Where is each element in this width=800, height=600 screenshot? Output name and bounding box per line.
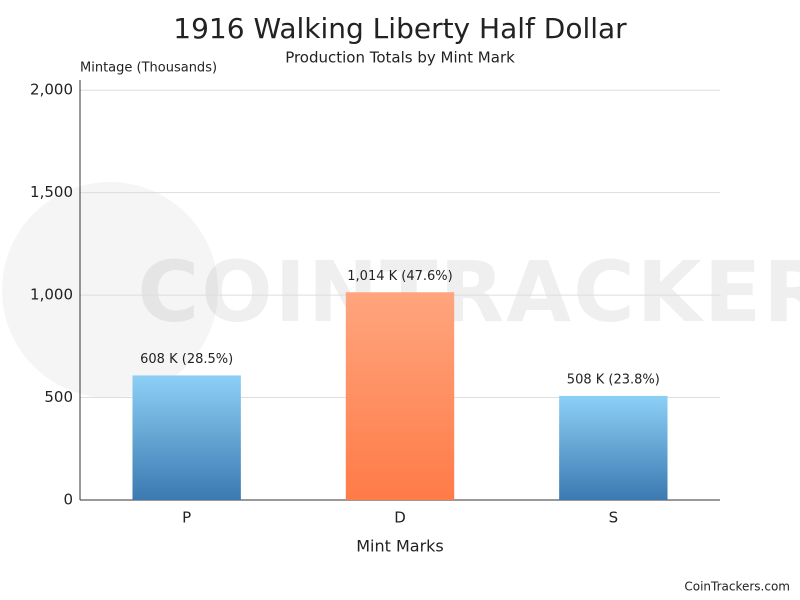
y-axis-title: Mintage (Thousands) [80, 61, 217, 76]
x-axis-title: Mint Marks [356, 537, 444, 556]
value-label: 608 K (28.5%) [140, 352, 233, 367]
chart-subtitle: Production Totals by Mint Mark [285, 49, 515, 67]
x-tick-label: P [182, 509, 191, 527]
value-label: 508 K (23.8%) [567, 372, 660, 387]
y-tick-label: 1,000 [30, 286, 73, 304]
bar [346, 292, 454, 500]
x-tick-label: D [394, 509, 406, 527]
watermark-text: COINTRACKERS [138, 243, 800, 341]
bar [559, 396, 667, 500]
y-tick-label: 0 [63, 491, 73, 509]
y-tick-label: 2,000 [30, 81, 73, 99]
bar [132, 375, 240, 500]
y-tick-label: 1,500 [30, 183, 73, 201]
footer: CoinTrackers.com [684, 580, 790, 594]
x-tick-label: S [609, 509, 619, 527]
value-label: 1,014 K (47.6%) [347, 269, 452, 284]
y-tick-label: 500 [44, 388, 73, 406]
chart-title: 1916 Walking Liberty Half Dollar [173, 12, 627, 45]
